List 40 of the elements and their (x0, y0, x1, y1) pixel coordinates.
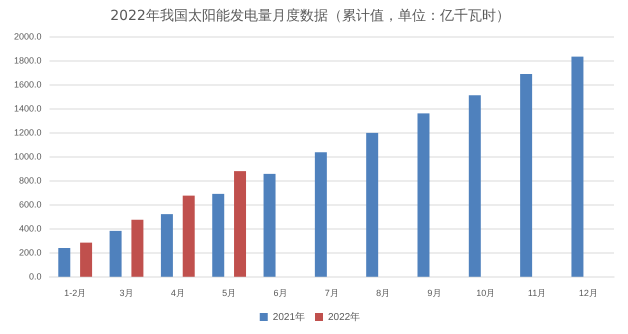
x-tick-label: 7月 (324, 288, 339, 298)
chart-title: 2022年我国太阳能发电量月度数据（累计值，单位：亿千瓦时） (110, 8, 510, 24)
x-tick-label: 6月 (273, 288, 288, 298)
y-tick-label: 1400.0 (14, 103, 42, 114)
x-tick-label: 8月 (376, 288, 390, 298)
x-tick-label: 10月 (476, 288, 496, 298)
bar (58, 248, 70, 277)
y-tick-label: 1800.0 (14, 55, 42, 66)
y-tick-label: 1200.0 (14, 127, 42, 138)
bar (131, 220, 144, 277)
x-tick-label: 3月 (119, 288, 134, 298)
bar (80, 242, 92, 277)
bar (234, 171, 246, 277)
bar (366, 132, 378, 277)
y-tick-label: 1600.0 (14, 79, 42, 90)
y-tick-label: 400.0 (18, 224, 42, 234)
bar (314, 152, 327, 277)
y-tick-label: 2000.0 (14, 31, 42, 42)
x-tick-label: 4月 (170, 288, 185, 298)
y-tick-label: 1000.0 (14, 151, 42, 162)
y-tick-label: 600.0 (18, 200, 42, 210)
legend-label: 2022年 (328, 310, 360, 323)
x-tick-label: 12月 (578, 288, 598, 298)
bar (160, 214, 173, 277)
legend-label: 2021年 (272, 310, 306, 323)
bar (468, 95, 481, 277)
y-tick-label: 800.0 (18, 176, 42, 186)
y-tick-label: 0.0 (29, 272, 42, 282)
bar (571, 56, 584, 277)
bar (110, 230, 122, 277)
bar (520, 74, 532, 277)
bar (264, 174, 276, 277)
x-tick-label: 1-2月 (64, 288, 86, 298)
bar (182, 196, 195, 277)
bar (212, 194, 224, 277)
y-tick-label: 200.0 (18, 248, 42, 258)
x-tick-label: 9月 (427, 288, 442, 298)
x-tick-label: 5月 (222, 288, 236, 298)
x-tick-label: 11月 (528, 288, 546, 298)
bar (417, 113, 430, 277)
